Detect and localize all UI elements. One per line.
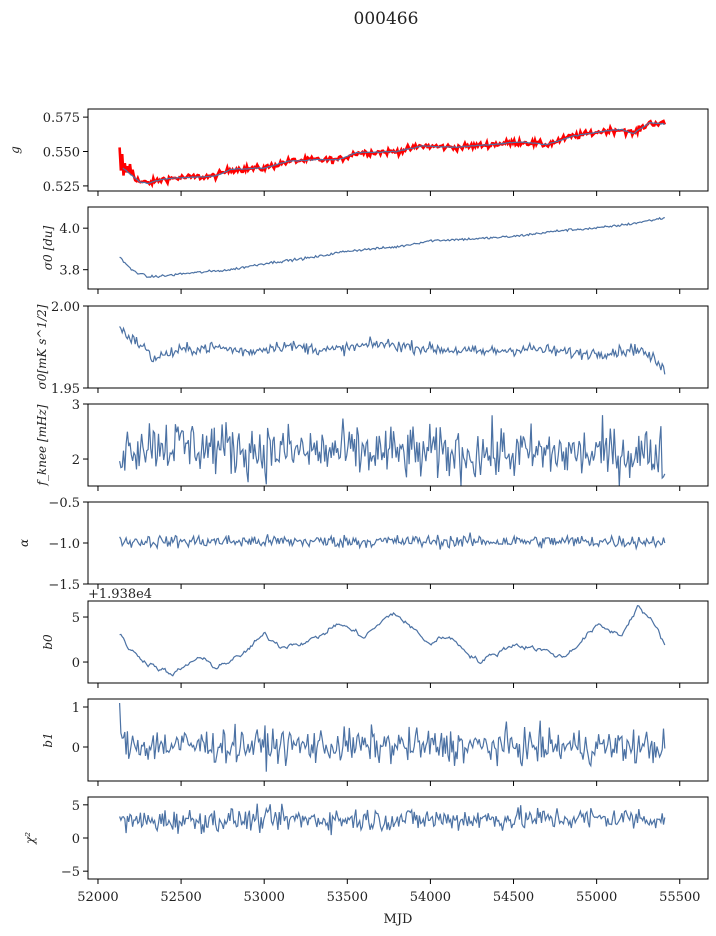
axes-frame	[87, 501, 709, 585]
y-tick-label: 2	[72, 453, 80, 468]
y-tick-label: −1.0	[48, 537, 80, 552]
x-tick-label: 52500	[160, 890, 201, 905]
axes-frame	[87, 108, 709, 192]
axes-frame	[87, 698, 709, 782]
x-tick-label: 53500	[327, 890, 368, 905]
y-axis-label: f_knee [mHz]	[35, 404, 49, 486]
x-axis-label: MJD	[384, 912, 413, 927]
y-tick-label: 0	[72, 832, 80, 847]
offset-label: +1.938e4	[88, 587, 152, 602]
axes-frame	[87, 403, 709, 487]
x-tick-label: 54000	[410, 890, 451, 905]
series-line-sigma0_cal	[119, 326, 666, 375]
y-tick-label: −5	[61, 865, 80, 880]
y-tick-label: 3	[72, 398, 80, 413]
y-axis-label: σ0 [du]	[41, 225, 55, 270]
x-tick-label: 53000	[244, 890, 285, 905]
y-axis-label: χ²	[23, 832, 37, 845]
y-tick-label: 1.95	[51, 382, 80, 397]
figure-title: 000466	[354, 9, 419, 29]
y-axis-label: b0	[41, 634, 55, 650]
axes-frame	[87, 305, 709, 389]
x-tick-label: 52000	[77, 890, 118, 905]
y-tick-label: 0	[72, 741, 80, 756]
y-axis-label: α	[17, 539, 31, 547]
series-line-fknee	[119, 415, 666, 487]
y-axis-label: σ0[mK s^1/2]	[35, 304, 49, 389]
y-tick-label: −1.5	[48, 578, 80, 593]
x-tick-label: 55500	[659, 890, 700, 905]
y-tick-label: 0.525	[43, 180, 80, 195]
y-tick-label: −0.5	[48, 496, 80, 511]
y-tick-label: 5	[72, 611, 80, 626]
series-line-b1	[119, 702, 666, 772]
series-line-fit	[122, 121, 665, 185]
y-axis-label: b1	[41, 732, 55, 747]
series-line-b0	[119, 605, 666, 677]
series-line-alpha	[119, 532, 666, 551]
x-tick-label: 54500	[493, 890, 534, 905]
series-line-sigma0	[119, 216, 665, 279]
series-line-raw	[118, 119, 667, 189]
series-line-chi2	[119, 803, 666, 836]
y-axis-label: g	[8, 146, 22, 154]
x-tick-label: 55000	[576, 890, 617, 905]
axes-frame	[87, 796, 709, 880]
y-tick-label: 0.550	[43, 146, 80, 161]
y-tick-label: 0	[72, 656, 80, 671]
y-tick-label: 2.00	[51, 300, 80, 315]
y-tick-label: 0.575	[43, 111, 80, 126]
y-tick-label: 4.0	[59, 222, 80, 237]
y-tick-label: 5	[72, 799, 80, 814]
y-tick-label: 3.8	[59, 264, 80, 279]
axes-frame	[87, 206, 709, 290]
axes-frame	[87, 600, 709, 684]
y-tick-label: 1	[72, 701, 80, 716]
